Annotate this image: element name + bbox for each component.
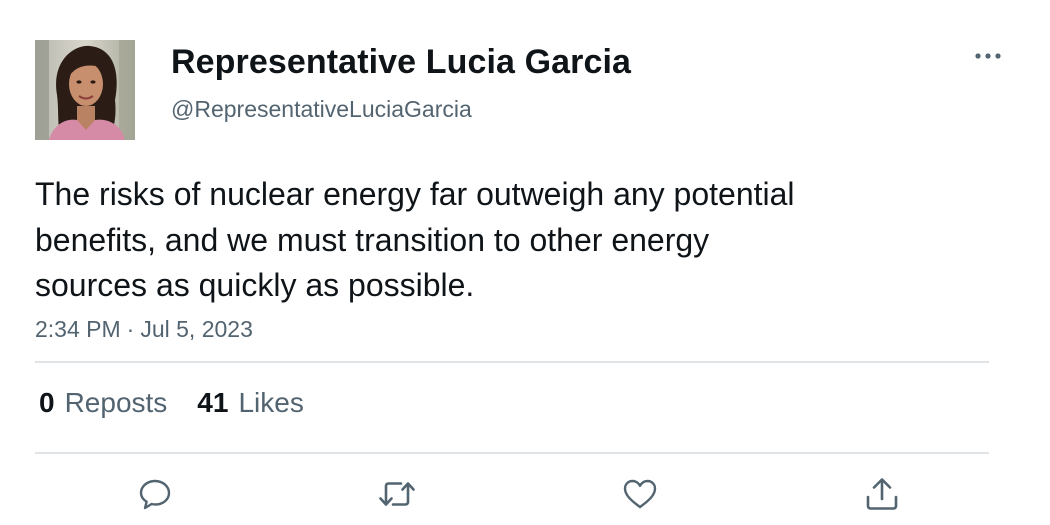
divider xyxy=(35,361,989,363)
profile-photo-icon xyxy=(35,40,135,140)
timestamp[interactable]: 2:34 PM · Jul 5, 2023 xyxy=(35,316,253,343)
user-handle[interactable]: @RepresentativeLuciaGarcia xyxy=(171,96,472,122)
more-options-button[interactable] xyxy=(970,44,1006,68)
avatar[interactable] xyxy=(35,40,135,140)
tweet-date: Jul 5, 2023 xyxy=(140,316,253,342)
share-upload-icon xyxy=(866,478,898,510)
ellipsis-icon xyxy=(975,53,1001,59)
tweet-text: The risks of nuclear energy far outweigh… xyxy=(35,172,935,309)
divider xyxy=(35,452,989,454)
tweet-text-line: sources as quickly as possible. xyxy=(35,267,475,303)
display-name[interactable]: Representative Lucia Garcia xyxy=(171,43,632,81)
likes-count: 41 xyxy=(197,387,229,418)
timestamp-separator: · xyxy=(126,316,135,342)
repost-arrows-icon xyxy=(379,482,415,506)
reposts-label: Reposts xyxy=(64,387,168,418)
speech-bubble-icon xyxy=(139,479,171,510)
tweet-time: 2:34 PM xyxy=(35,316,121,342)
like-button[interactable] xyxy=(620,474,660,514)
reposts-stat[interactable]: 0 Reposts xyxy=(39,387,167,419)
share-button[interactable] xyxy=(862,474,902,514)
reply-button[interactable] xyxy=(135,474,175,514)
tweet-text-line: benefits, and we must transition to othe… xyxy=(35,221,710,258)
likes-stat[interactable]: 41 Likes xyxy=(197,387,304,419)
engagement-stats: 0 Reposts 41 Likes xyxy=(39,387,304,419)
repost-button[interactable] xyxy=(377,474,417,514)
likes-label: Likes xyxy=(238,387,304,418)
reposts-count: 0 xyxy=(39,387,55,418)
heart-icon xyxy=(623,479,657,509)
tweet-text-line: The risks of nuclear energy far outweigh… xyxy=(35,176,795,212)
